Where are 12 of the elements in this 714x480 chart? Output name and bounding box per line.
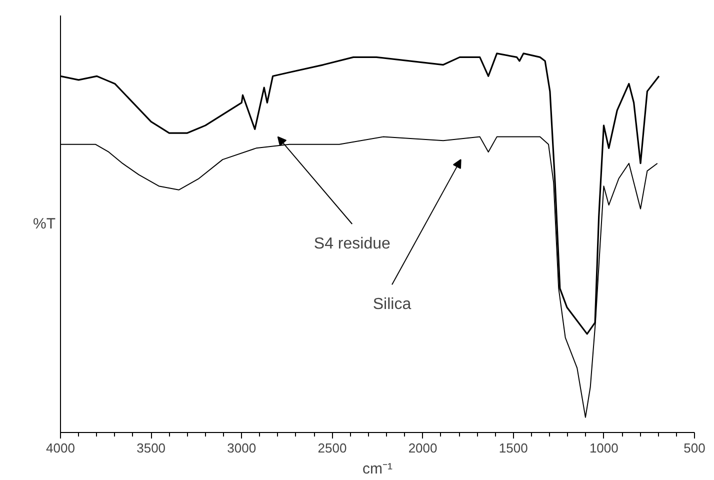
x-tick-label: 2000 [408, 440, 438, 456]
x-tick-label: 3000 [227, 440, 256, 456]
annotation: Silica [372, 296, 412, 314]
annotation: S4 residue [314, 235, 390, 252]
x-axis-title: cm⁻¹ [362, 460, 393, 478]
x-tick-label: 2500 [318, 440, 347, 456]
x-tick-label: 3500 [136, 440, 166, 456]
y-axis-title: %T [33, 216, 56, 232]
x-tick-label: 1000 [589, 440, 618, 456]
x-tick-label: 500 [684, 440, 706, 456]
x-tick-label: 1500 [498, 440, 528, 456]
x-tick-label: 4000 [46, 440, 75, 456]
